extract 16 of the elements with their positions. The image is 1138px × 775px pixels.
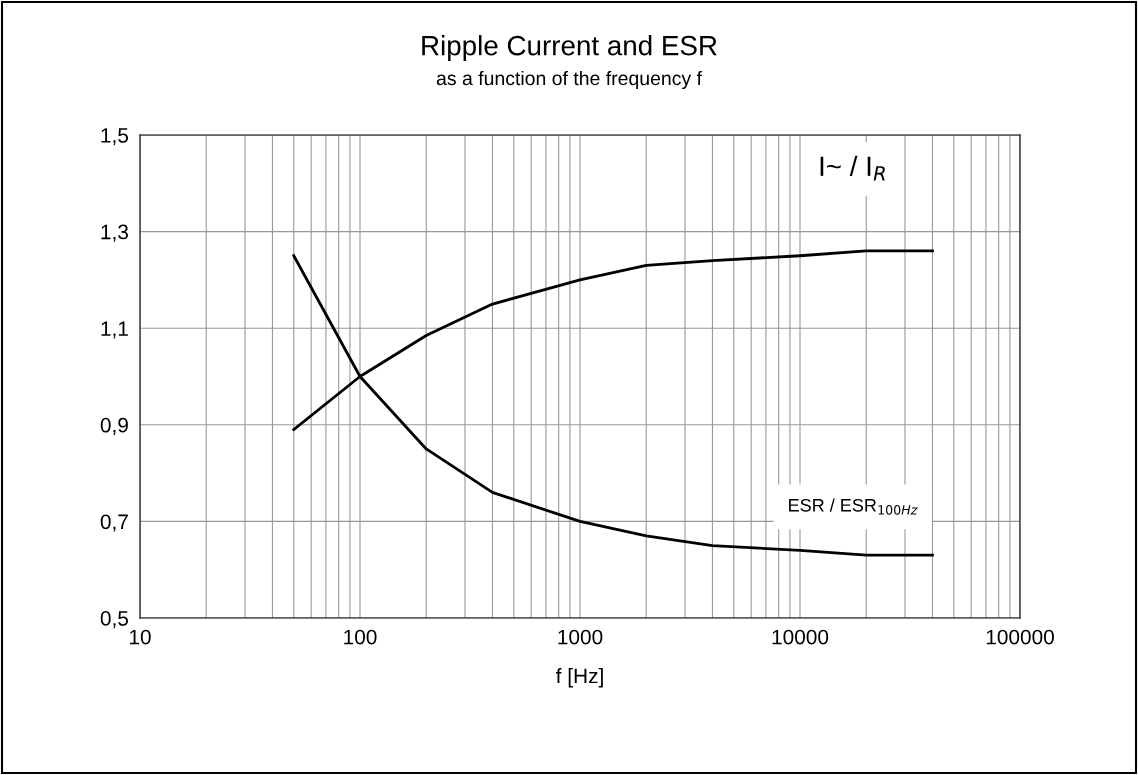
y-tick-label: 1,3 [101, 224, 128, 242]
y-tick-label: 0,7 [100, 514, 128, 532]
x-tick-label: 10 [130, 629, 151, 645]
chart-title: Ripple Current and ESR [422, 35, 717, 61]
y-tick-label: 0,5 [100, 611, 129, 629]
x-tick-label: 1000 [558, 629, 603, 645]
x-axis-title: f [Hz] [555, 667, 603, 688]
x-tick-label: 100000 [986, 629, 1054, 645]
x-tick-label: 10000 [772, 629, 829, 645]
chart-subtitle: as a function of the frequency f [436, 70, 702, 90]
text: I~ / I$_{R}$ [820, 155, 885, 181]
x-tick-label: 100 [344, 629, 377, 645]
y-tick-label: 0,9 [100, 417, 128, 436]
y-tick-label: 1,5 [101, 128, 129, 146]
series-label: ESR / ESR$_{100Hz}$ [789, 498, 918, 515]
y-tick-label: 1,1 [101, 321, 128, 339]
